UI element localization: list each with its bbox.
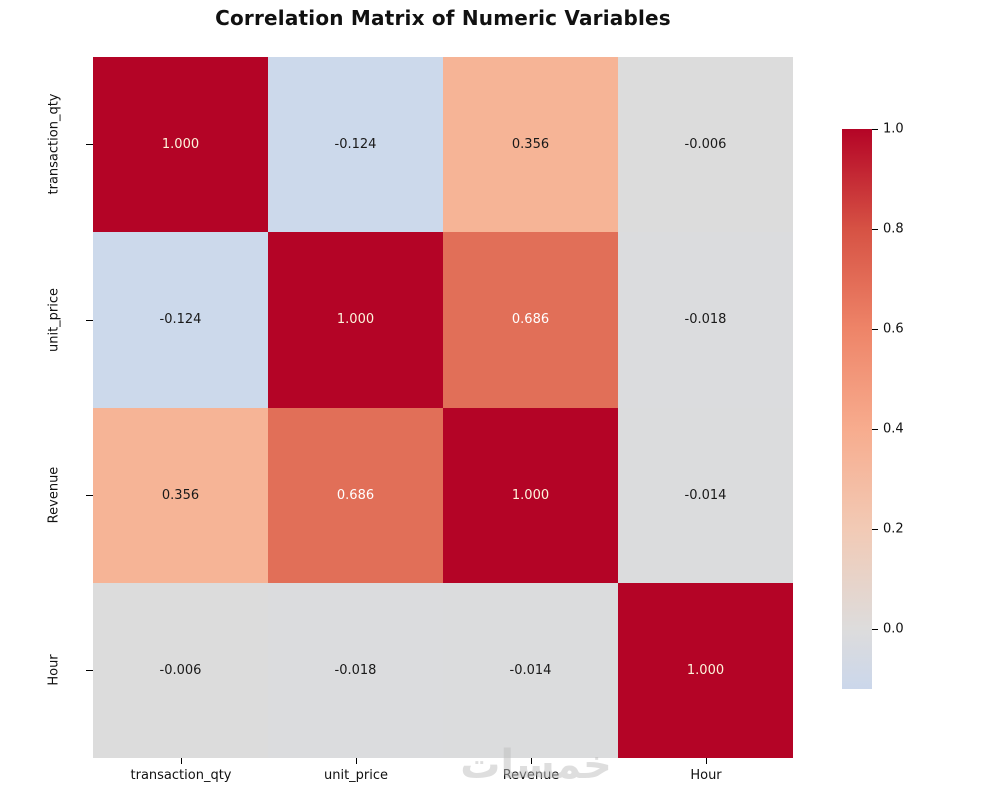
colorbar-tick-label: 0.6 <box>883 321 904 337</box>
colorbar-tick-label: 0.0 <box>883 621 904 637</box>
heatmap-cell: 0.686 <box>268 407 443 583</box>
y-axis-label-hour: Hour <box>46 654 62 686</box>
heatmap-cell: -0.006 <box>93 582 268 758</box>
colorbar-tick-label: 0.8 <box>883 221 904 237</box>
colorbar-tick-mark <box>872 329 878 330</box>
x-tick-mark <box>531 758 532 764</box>
colorbar-tick-mark <box>872 129 878 130</box>
heatmap-cell: -0.124 <box>268 57 443 233</box>
colorbar-tick-mark <box>872 529 878 530</box>
x-axis-label-unit-price: unit_price <box>323 768 389 783</box>
y-tick-mark <box>86 144 93 145</box>
x-axis-label-revenue: Revenue <box>502 768 560 783</box>
heatmap-cell: 0.686 <box>443 232 618 408</box>
heatmap-cell: -0.018 <box>268 582 443 758</box>
y-axis-label-transaction-qty: transaction_qty <box>46 93 62 195</box>
heatmap-cell: 0.356 <box>443 57 618 233</box>
heatmap-cell: -0.014 <box>618 407 793 583</box>
heatmap-cell: 1.000 <box>93 57 268 233</box>
colorbar-tick-mark <box>872 629 878 630</box>
heatmap-cell: 1.000 <box>618 582 793 758</box>
colorbar-tick-label: 0.2 <box>883 521 904 537</box>
y-axis-label-revenue: Revenue <box>46 466 62 524</box>
y-tick-mark <box>86 495 93 496</box>
heatmap-cell: 0.356 <box>93 407 268 583</box>
x-tick-mark <box>181 758 182 764</box>
colorbar-gradient <box>842 129 872 689</box>
colorbar-tick-label: 1.0 <box>883 121 904 137</box>
heatmap-grid: 1.000 -0.124 0.356 -0.006 -0.124 1.000 0… <box>93 57 793 758</box>
x-tick-mark <box>706 758 707 764</box>
heatmap-cell: -0.018 <box>618 232 793 408</box>
x-tick-mark <box>356 758 357 764</box>
heatmap-cell: 1.000 <box>268 232 443 408</box>
colorbar-tick-label: 0.4 <box>883 421 904 437</box>
colorbar-tick-mark <box>872 229 878 230</box>
colorbar-tick-mark <box>872 429 878 430</box>
heatmap-cell: -0.124 <box>93 232 268 408</box>
y-tick-mark <box>86 670 93 671</box>
y-tick-mark <box>86 320 93 321</box>
heatmap-cell: -0.014 <box>443 582 618 758</box>
y-axis-label-unit-price: unit_price <box>46 287 62 353</box>
chart-title: Correlation Matrix of Numeric Variables <box>215 6 671 30</box>
x-axis-label-hour: Hour <box>690 768 722 783</box>
x-axis-label-transaction-qty: transaction_qty <box>130 768 232 783</box>
heatmap-cell: 1.000 <box>443 407 618 583</box>
heatmap-cell: -0.006 <box>618 57 793 233</box>
